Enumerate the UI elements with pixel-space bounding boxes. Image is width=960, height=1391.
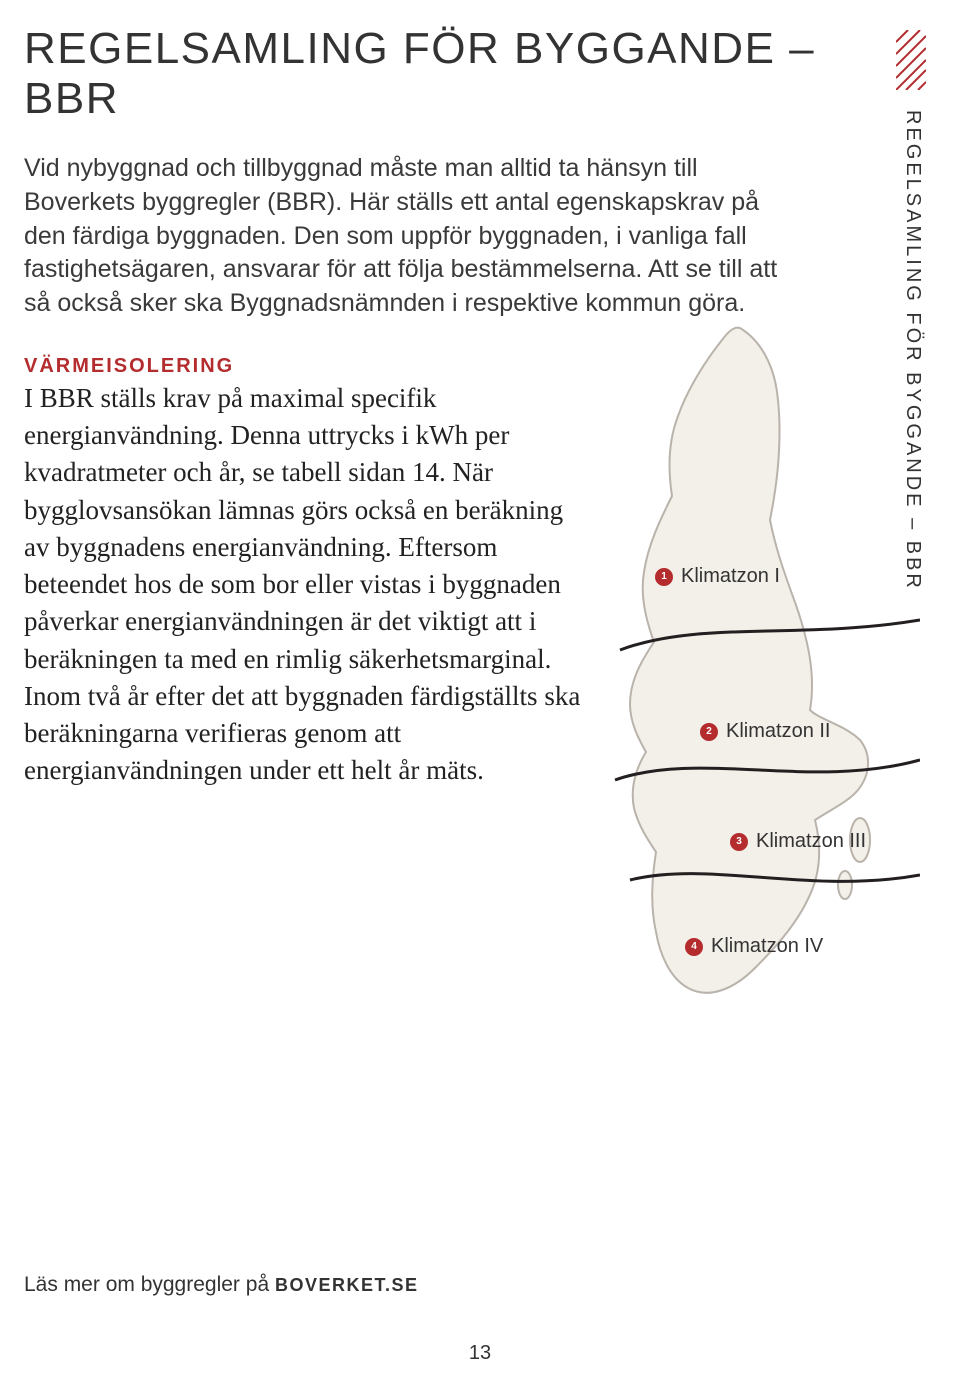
zone-dot-icon: 3 — [730, 833, 748, 851]
climate-zone-map: 1 Klimatzon I 2 Klimatzon II 3 Klimatzon… — [560, 320, 920, 1020]
intro-paragraph: Vid nybyggnad och tillbyggnad måste man … — [24, 152, 784, 321]
footer-text: Läs mer om byggregler på — [24, 1273, 275, 1296]
zone-text: Klimatzon I — [681, 565, 780, 588]
footer-reference: Läs mer om byggregler på BOVERKET.SE — [24, 1273, 419, 1297]
zone-dot-icon: 4 — [685, 938, 703, 956]
page-title: REGELSAMLING FÖR BYGGANDE – BBR — [24, 24, 900, 124]
zone-dot-icon: 1 — [655, 568, 673, 586]
zone-text: Klimatzon II — [726, 720, 830, 743]
zone-label-2: 2 Klimatzon II — [700, 720, 830, 743]
page-number: 13 — [469, 1342, 491, 1365]
hatch-ornament-icon — [896, 30, 926, 90]
zone-label-3: 3 Klimatzon III — [730, 830, 866, 853]
body-paragraph: I BBR ställs krav på maximal specifik en… — [24, 380, 584, 790]
footer-link-text: BOVERKET.SE — [275, 1275, 419, 1295]
page: REGELSAMLING FÖR BYGGANDE – BBR Vid nyby… — [0, 0, 960, 1391]
zone-dot-icon: 2 — [700, 723, 718, 741]
zone-label-4: 4 Klimatzon IV — [685, 935, 823, 958]
zone-text: Klimatzon IV — [711, 935, 823, 958]
zone-label-1: 1 Klimatzon I — [655, 565, 780, 588]
zone-text: Klimatzon III — [756, 830, 866, 853]
sweden-map-icon — [560, 320, 920, 1020]
